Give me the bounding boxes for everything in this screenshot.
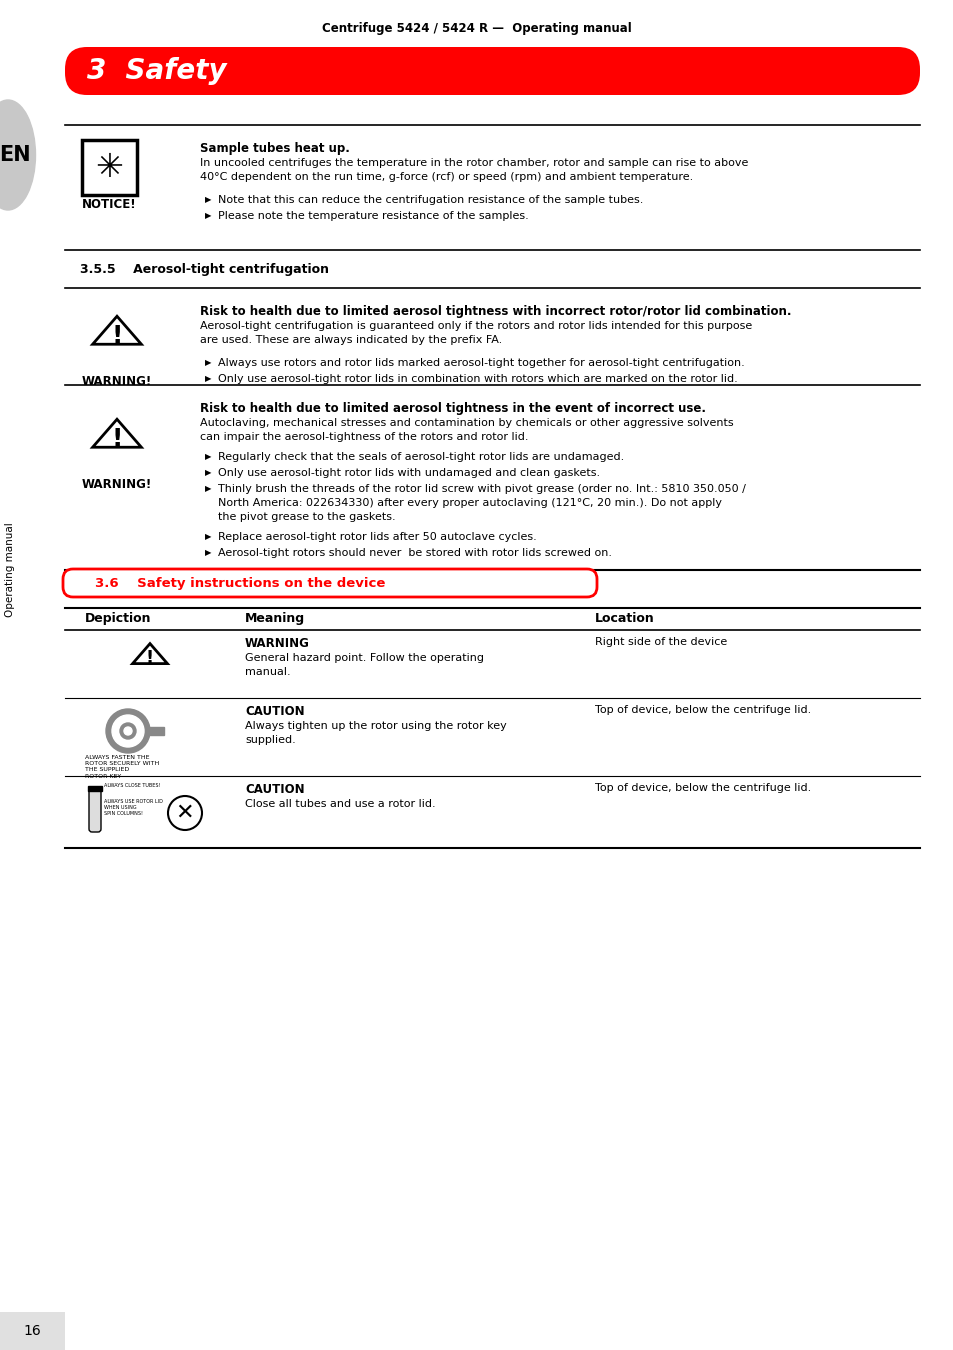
Text: Note that this can reduce the centrifugation resistance of the sample tubes.: Note that this can reduce the centrifuga… — [218, 194, 642, 205]
Ellipse shape — [0, 100, 35, 211]
Text: Always tighten up the rotor using the rotor key
supplied.: Always tighten up the rotor using the ro… — [245, 721, 506, 745]
Text: Location: Location — [595, 612, 654, 625]
Text: Risk to health due to limited aerosol tightness with incorrect rotor/rotor lid c: Risk to health due to limited aerosol ti… — [200, 305, 791, 319]
Text: Replace aerosol-tight rotor lids after 50 autoclave cycles.: Replace aerosol-tight rotor lids after 5… — [218, 532, 537, 541]
Text: ✕: ✕ — [175, 803, 194, 824]
Text: ▶: ▶ — [205, 358, 212, 367]
Text: Regularly check that the seals of aerosol-tight rotor lids are undamaged.: Regularly check that the seals of aeroso… — [218, 452, 623, 462]
Text: Right side of the device: Right side of the device — [595, 637, 726, 647]
Text: ALWAYS FASTEN THE
ROTOR SECURELY WITH
THE SUPPLIED
ROTOR KEY: ALWAYS FASTEN THE ROTOR SECURELY WITH TH… — [85, 755, 159, 779]
Text: ALWAYS USE ROTOR LID
WHEN USING
SPIN COLUMNS!: ALWAYS USE ROTOR LID WHEN USING SPIN COL… — [104, 799, 163, 815]
Text: ▶: ▶ — [205, 468, 212, 477]
Text: Top of device, below the centrifuge lid.: Top of device, below the centrifuge lid. — [595, 783, 810, 792]
Text: ▶: ▶ — [205, 452, 212, 460]
Text: Thinly brush the threads of the rotor lid screw with pivot grease (order no. Int: Thinly brush the threads of the rotor li… — [218, 485, 745, 522]
Text: Always use rotors and rotor lids marked aerosol-tight together for aerosol-tight: Always use rotors and rotor lids marked … — [218, 358, 744, 369]
Text: ▶: ▶ — [205, 211, 212, 220]
Text: ALWAYS CLOSE TUBES!: ALWAYS CLOSE TUBES! — [104, 783, 160, 788]
Text: WARNING!: WARNING! — [82, 478, 152, 491]
Polygon shape — [132, 644, 167, 664]
Text: ✳: ✳ — [95, 151, 123, 184]
Text: WARNING: WARNING — [245, 637, 310, 649]
Text: Operating manual: Operating manual — [5, 522, 15, 617]
Text: !: ! — [112, 428, 123, 451]
Text: Close all tubes and use a rotor lid.: Close all tubes and use a rotor lid. — [245, 799, 436, 809]
Text: Top of device, below the centrifuge lid.: Top of device, below the centrifuge lid. — [595, 705, 810, 716]
Text: CAUTION: CAUTION — [245, 705, 304, 718]
Text: Only use aerosol-tight rotor lids in combination with rotors which are marked on: Only use aerosol-tight rotor lids in com… — [218, 374, 737, 383]
Text: 3.6    Safety instructions on the device: 3.6 Safety instructions on the device — [95, 576, 385, 590]
Text: ▶: ▶ — [205, 374, 212, 383]
Text: 3  Safety: 3 Safety — [87, 57, 227, 85]
FancyBboxPatch shape — [0, 1312, 65, 1350]
Text: Sample tubes heat up.: Sample tubes heat up. — [200, 142, 350, 155]
Circle shape — [124, 728, 132, 734]
Text: EN: EN — [0, 144, 30, 165]
Text: Aerosol-tight centrifugation is guaranteed only if the rotors and rotor lids int: Aerosol-tight centrifugation is guarante… — [200, 321, 752, 346]
FancyBboxPatch shape — [63, 568, 597, 597]
Text: Depiction: Depiction — [85, 612, 152, 625]
Text: Aerosol-tight rotors should never  be stored with rotor lids screwed on.: Aerosol-tight rotors should never be sto… — [218, 548, 612, 558]
Text: Only use aerosol-tight rotor lids with undamaged and clean gaskets.: Only use aerosol-tight rotor lids with u… — [218, 468, 599, 478]
Polygon shape — [92, 316, 141, 344]
Text: Autoclaving, mechanical stresses and contamination by chemicals or other aggress: Autoclaving, mechanical stresses and con… — [200, 418, 733, 441]
FancyBboxPatch shape — [89, 788, 101, 832]
Text: ▶: ▶ — [205, 532, 212, 541]
Text: Risk to health due to limited aerosol tightness in the event of incorrect use.: Risk to health due to limited aerosol ti… — [200, 402, 705, 414]
Text: Centrifuge 5424 / 5424 R —  Operating manual: Centrifuge 5424 / 5424 R — Operating man… — [322, 22, 631, 35]
Bar — [144, 728, 164, 734]
Text: !: ! — [146, 649, 153, 667]
Text: In uncooled centrifuges the temperature in the rotor chamber, rotor and sample c: In uncooled centrifuges the temperature … — [200, 158, 747, 182]
Text: 3.5.5    Aerosol-tight centrifugation: 3.5.5 Aerosol-tight centrifugation — [80, 263, 329, 275]
Text: Please note the temperature resistance of the samples.: Please note the temperature resistance o… — [218, 211, 528, 221]
Text: NOTICE!: NOTICE! — [82, 198, 136, 211]
Polygon shape — [92, 420, 141, 447]
Text: 16: 16 — [23, 1324, 41, 1338]
Text: Meaning: Meaning — [245, 612, 305, 625]
Text: ▶: ▶ — [205, 548, 212, 558]
FancyBboxPatch shape — [82, 140, 137, 194]
Circle shape — [120, 724, 136, 738]
Text: General hazard point. Follow the operating
manual.: General hazard point. Follow the operati… — [245, 653, 483, 676]
FancyBboxPatch shape — [65, 47, 919, 95]
Text: ▶: ▶ — [205, 194, 212, 204]
Text: ▶: ▶ — [205, 485, 212, 493]
Text: !: ! — [112, 324, 123, 348]
Text: WARNING!: WARNING! — [82, 375, 152, 387]
Text: CAUTION: CAUTION — [245, 783, 304, 796]
Bar — [88, 786, 102, 791]
Circle shape — [112, 716, 144, 747]
Circle shape — [106, 709, 150, 753]
